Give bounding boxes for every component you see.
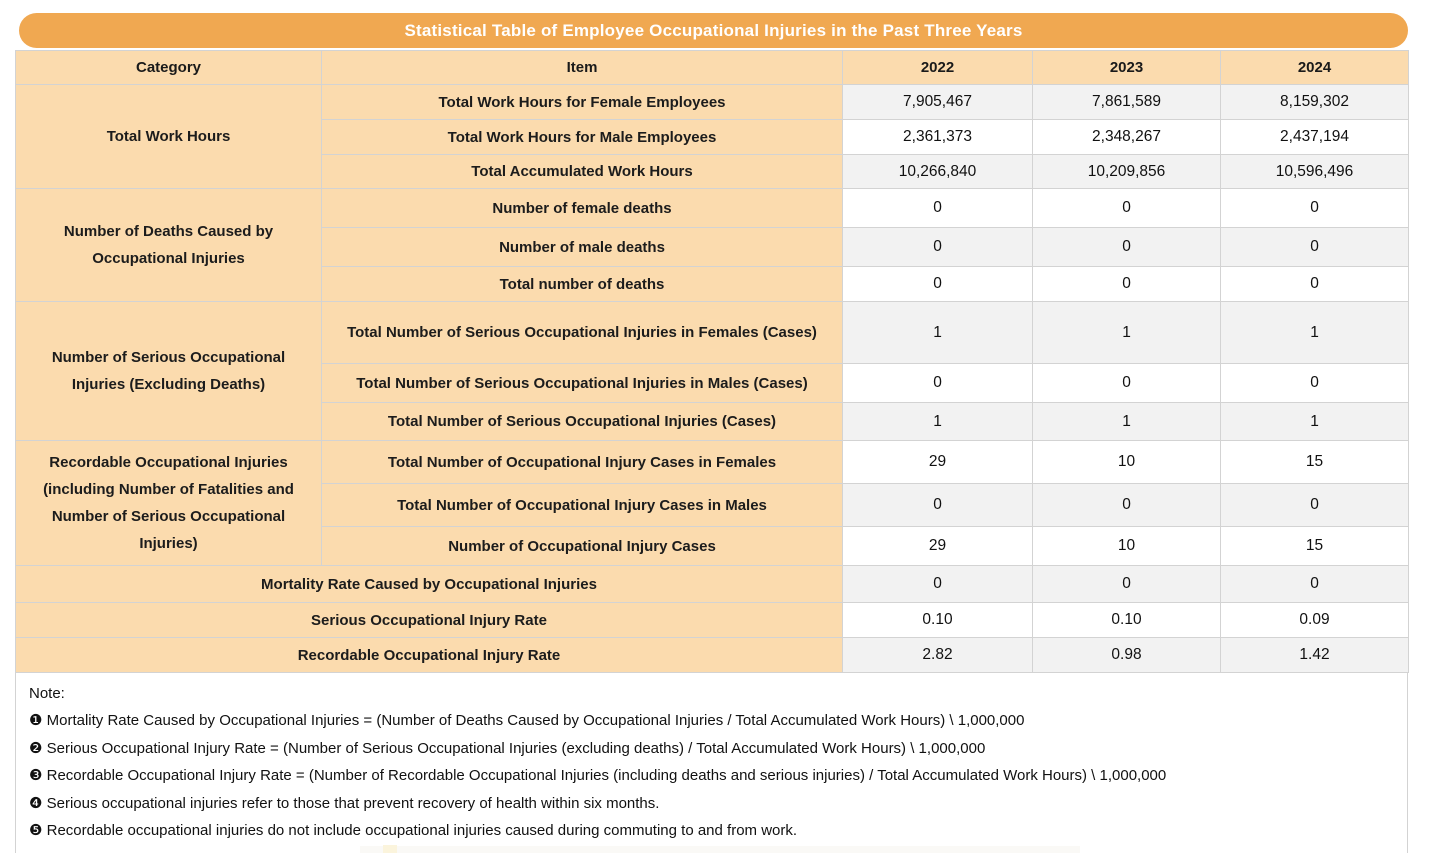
- value-cell: 0: [842, 227, 1033, 267]
- value-cell: 2,437,194: [1220, 119, 1409, 155]
- value-cell: 29: [842, 440, 1033, 484]
- table-row: Number of Deaths Caused by Occupational …: [15, 188, 1409, 302]
- value-cell: 1: [1032, 402, 1221, 441]
- value-cell: 0: [842, 266, 1033, 302]
- item-cell: Total Number of Occupational Injury Case…: [321, 483, 843, 527]
- item-cell: Total number of deaths: [321, 266, 843, 302]
- value-cell: 10: [1032, 526, 1221, 566]
- notes-section: Note: ❶ Mortality Rate Caused by Occupat…: [15, 673, 1408, 853]
- table-row: Total Work Hours Total Work Hours for Fe…: [15, 84, 1409, 189]
- header-row: Category Item 2022 2023 2024: [15, 50, 1409, 85]
- category-cell-total-work-hours: Total Work Hours: [15, 84, 322, 189]
- value-cell: 1: [842, 301, 1033, 364]
- column-header-2023: 2023: [1032, 50, 1221, 85]
- value-cell: 0: [1220, 227, 1409, 267]
- value-cell: 0: [1220, 565, 1409, 603]
- table-row: Total Accumulated Work Hours 10,266,840 …: [16, 154, 1409, 189]
- value-cell: 0: [842, 363, 1033, 403]
- column-header-2024: 2024: [1220, 50, 1409, 85]
- item-cell: Number of female deaths: [321, 188, 843, 228]
- summary-label-cell: Mortality Rate Caused by Occupational In…: [15, 565, 843, 603]
- value-cell: 0: [1032, 565, 1221, 603]
- note-serious-definition: ❹ Serious occupational injuries refer to…: [29, 794, 660, 812]
- value-cell: 0: [1032, 363, 1221, 403]
- item-cell: Total Work Hours for Male Employees: [321, 119, 843, 155]
- category-cell-deaths: Number of Deaths Caused by Occupational …: [15, 188, 322, 302]
- value-cell: 7,861,589: [1032, 84, 1221, 120]
- table-row: Number of Occupational Injury Cases 29 1…: [16, 526, 1409, 566]
- category-cell-recordable-injuries: Recordable Occupational Injuries (includ…: [15, 440, 322, 566]
- table-row: Number of male deaths 0 0 0: [16, 227, 1409, 267]
- value-cell: 0: [1220, 266, 1409, 302]
- value-cell: 1: [1220, 402, 1409, 441]
- value-cell: 0: [842, 188, 1033, 228]
- value-cell: 10,596,496: [1220, 154, 1409, 189]
- value-cell: 7,905,467: [842, 84, 1033, 120]
- item-cell: Total Work Hours for Female Employees: [321, 84, 843, 120]
- summary-label-cell: Recordable Occupational Injury Rate: [15, 637, 843, 673]
- value-cell: 2.82: [842, 637, 1033, 673]
- table-row: Total Work Hours for Male Employees 2,36…: [16, 119, 1409, 155]
- item-cell: Total Number of Serious Occupational Inj…: [321, 363, 843, 403]
- item-cell: Total Number of Serious Occupational Inj…: [321, 402, 843, 441]
- table-row: Total Number of Serious Occupational Inj…: [16, 363, 1409, 403]
- table-row: Total Number of Serious Occupational Inj…: [16, 402, 1409, 441]
- value-cell: 10,266,840: [842, 154, 1033, 189]
- partial-next-element: [360, 846, 1080, 853]
- table-title-banner: Statistical Table of Employee Occupation…: [19, 13, 1408, 48]
- summary-label-cell: Serious Occupational Injury Rate: [15, 602, 843, 638]
- partial-next-element-accent: [383, 845, 397, 853]
- value-cell: 15: [1220, 440, 1409, 484]
- value-cell: 10,209,856: [1032, 154, 1221, 189]
- category-cell-serious-injuries: Number of Serious Occupational Injuries …: [15, 301, 322, 441]
- page-title: Statistical Table of Employee Occupation…: [404, 20, 1023, 40]
- value-cell: 1: [1032, 301, 1221, 364]
- item-cell: Total Accumulated Work Hours: [321, 154, 843, 189]
- value-cell: 1: [842, 402, 1033, 441]
- value-cell: 0: [842, 483, 1033, 527]
- table-row-serious-injury-rate: Serious Occupational Injury Rate 0.10 0.…: [15, 602, 1409, 638]
- value-cell: 10: [1032, 440, 1221, 484]
- value-cell: 0: [842, 565, 1033, 603]
- value-cell: 15: [1220, 526, 1409, 566]
- column-header-item: Item: [321, 50, 843, 85]
- value-cell: 0: [1032, 266, 1221, 302]
- value-cell: 0: [1032, 188, 1221, 228]
- table-row: Recordable Occupational Injuries (includ…: [15, 440, 1409, 566]
- value-cell: 1: [1220, 301, 1409, 364]
- value-cell: 1.42: [1220, 637, 1409, 673]
- column-header-2022: 2022: [842, 50, 1033, 85]
- value-cell: 0.10: [842, 602, 1033, 638]
- value-cell: 0.10: [1032, 602, 1221, 638]
- table-row: Number of Serious Occupational Injuries …: [15, 301, 1409, 441]
- value-cell: 2,348,267: [1032, 119, 1221, 155]
- value-cell: 0: [1220, 188, 1409, 228]
- value-cell: 0.09: [1220, 602, 1409, 638]
- value-cell: 8,159,302: [1220, 84, 1409, 120]
- column-header-category: Category: [15, 50, 322, 85]
- note-mortality-rate-formula: ❶ Mortality Rate Caused by Occupational …: [29, 712, 1025, 729]
- value-cell: 0.98: [1032, 637, 1221, 673]
- value-cell: 0: [1220, 483, 1409, 527]
- value-cell: 0: [1032, 227, 1221, 267]
- note-serious-rate-formula: ❷ Serious Occupational Injury Rate = (Nu…: [29, 739, 986, 757]
- injury-statistics-table: Category Item 2022 2023 2024 Total Work …: [15, 50, 1409, 673]
- table-row: Total number of deaths 0 0 0: [16, 266, 1409, 302]
- item-cell: Number of Occupational Injury Cases: [321, 526, 843, 566]
- note-recordable-definition: ❺ Recordable occupational injuries do no…: [29, 822, 798, 839]
- table-row-mortality-rate: Mortality Rate Caused by Occupational In…: [15, 565, 1409, 603]
- item-cell: Total Number of Serious Occupational Inj…: [321, 301, 843, 364]
- value-cell: 0: [1220, 363, 1409, 403]
- value-cell: 0: [1032, 483, 1221, 527]
- note-recordable-rate-formula: ❸ Recordable Occupational Injury Rate = …: [29, 767, 1167, 784]
- value-cell: 2,361,373: [842, 119, 1033, 155]
- table-row-recordable-injury-rate: Recordable Occupational Injury Rate 2.82…: [15, 637, 1409, 673]
- item-cell: Total Number of Occupational Injury Case…: [321, 440, 843, 484]
- value-cell: 29: [842, 526, 1033, 566]
- item-cell: Number of male deaths: [321, 227, 843, 267]
- notes-label: Note:: [29, 685, 65, 702]
